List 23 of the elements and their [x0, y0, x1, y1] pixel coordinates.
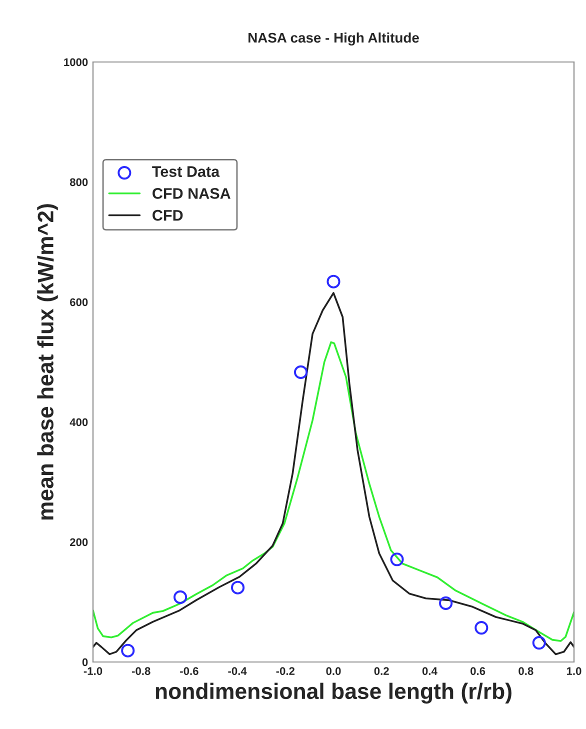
x-tick-label: 0.0 [326, 667, 341, 676]
y-tick-label: 1000 [64, 58, 88, 66]
y-tick-label: 0 [82, 658, 88, 666]
y-tick-label: 800 [70, 178, 88, 186]
y-tick-label: 200 [70, 538, 88, 546]
y-tick-label: 400 [70, 418, 88, 426]
x-tick-label: -1.0 [84, 667, 102, 676]
legend-label: CFD NASA [152, 188, 230, 199]
x-tick-label: -0.2 [276, 667, 295, 676]
x-tick-label: 0.6 [470, 667, 486, 676]
x-tick-label: -0.4 [228, 667, 247, 676]
x-tick-label: 0.4 [422, 667, 438, 676]
y-tick-label: 600 [70, 298, 88, 306]
legend-label: Test Data [152, 166, 220, 177]
x-axis-title: nondimensional base length (r/rb) [156, 682, 512, 704]
x-tick-label: 1.0 [566, 667, 582, 676]
y-axis-title: mean base heat flux (kW/m^2) [37, 204, 58, 520]
x-tick-label: -0.6 [180, 667, 198, 676]
legend-label: CFD [152, 210, 183, 221]
x-tick-label: 0.8 [518, 667, 534, 676]
chart-title: NASA case - High Altitude [248, 32, 419, 46]
x-tick-label: 0.2 [374, 667, 389, 676]
x-tick-label: -0.8 [132, 667, 150, 676]
